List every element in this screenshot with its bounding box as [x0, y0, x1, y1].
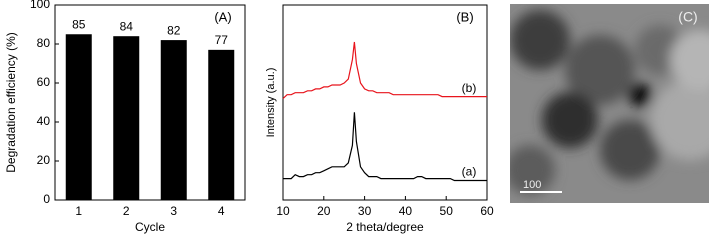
x-tick-label: 20: [317, 204, 331, 218]
bar: [65, 34, 92, 200]
plot-frame: [282, 4, 488, 201]
scale-bar-label: 100: [523, 179, 541, 191]
panel-label: (A): [214, 9, 231, 24]
panel-label: (C): [678, 9, 697, 25]
x-axis-label: 2 theta/degree: [346, 220, 424, 234]
y-tick-label: 40: [37, 114, 51, 128]
series-line: [283, 112, 487, 182]
tem-image: [510, 4, 709, 203]
x-tick-label: 50: [440, 204, 454, 218]
y-axis-label: Intensity (a.u.): [265, 68, 277, 138]
x-tick-label: 30: [358, 204, 372, 218]
x-axis-label: Cycle: [135, 220, 165, 234]
x-tick-label: 10: [276, 204, 290, 218]
plot-frame: [54, 4, 246, 201]
bar: [160, 40, 187, 200]
value-label: 84: [120, 19, 134, 33]
y-tick-label: 80: [37, 36, 51, 50]
y-tick-label: 0: [43, 192, 50, 206]
x-tick-label: 2: [123, 204, 130, 218]
value-label: 77: [215, 33, 229, 47]
x-tick-label: 60: [480, 204, 494, 218]
x-tick-label: 4: [218, 204, 225, 218]
bar: [208, 49, 235, 200]
series-label: (b): [462, 81, 477, 95]
y-tick-label: 60: [37, 75, 51, 89]
bar: [113, 36, 140, 201]
series-line: [282, 41, 487, 100]
value-label: 85: [72, 17, 86, 31]
y-axis-label: Degradation efficiency (%): [4, 32, 18, 173]
x-tick-label: 40: [399, 204, 413, 218]
y-tick-label: 100: [30, 0, 50, 11]
y-tick-label: 20: [37, 153, 51, 167]
figure: 100 (C) 0 20 40 60 80 100 85 1 84 2 82 3 77 4 Degradat…: [4, 0, 709, 234]
panel-label: (B): [456, 9, 473, 24]
x-tick-label: 1: [75, 204, 82, 218]
x-tick-label: 3: [170, 204, 177, 218]
value-label: 82: [167, 23, 181, 37]
series-label: (a): [462, 165, 477, 179]
